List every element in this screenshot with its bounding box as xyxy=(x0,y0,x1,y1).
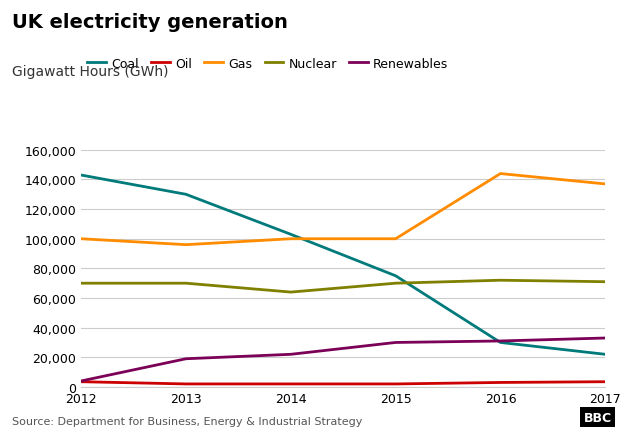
Text: BBC: BBC xyxy=(583,411,612,424)
Text: Gigawatt Hours (GWh): Gigawatt Hours (GWh) xyxy=(12,64,169,78)
Text: Source: Department for Business, Energy & Industrial Strategy: Source: Department for Business, Energy … xyxy=(12,416,363,426)
Text: UK electricity generation: UK electricity generation xyxy=(12,13,288,32)
Legend: Coal, Oil, Gas, Nuclear, Renewables: Coal, Oil, Gas, Nuclear, Renewables xyxy=(87,58,448,71)
